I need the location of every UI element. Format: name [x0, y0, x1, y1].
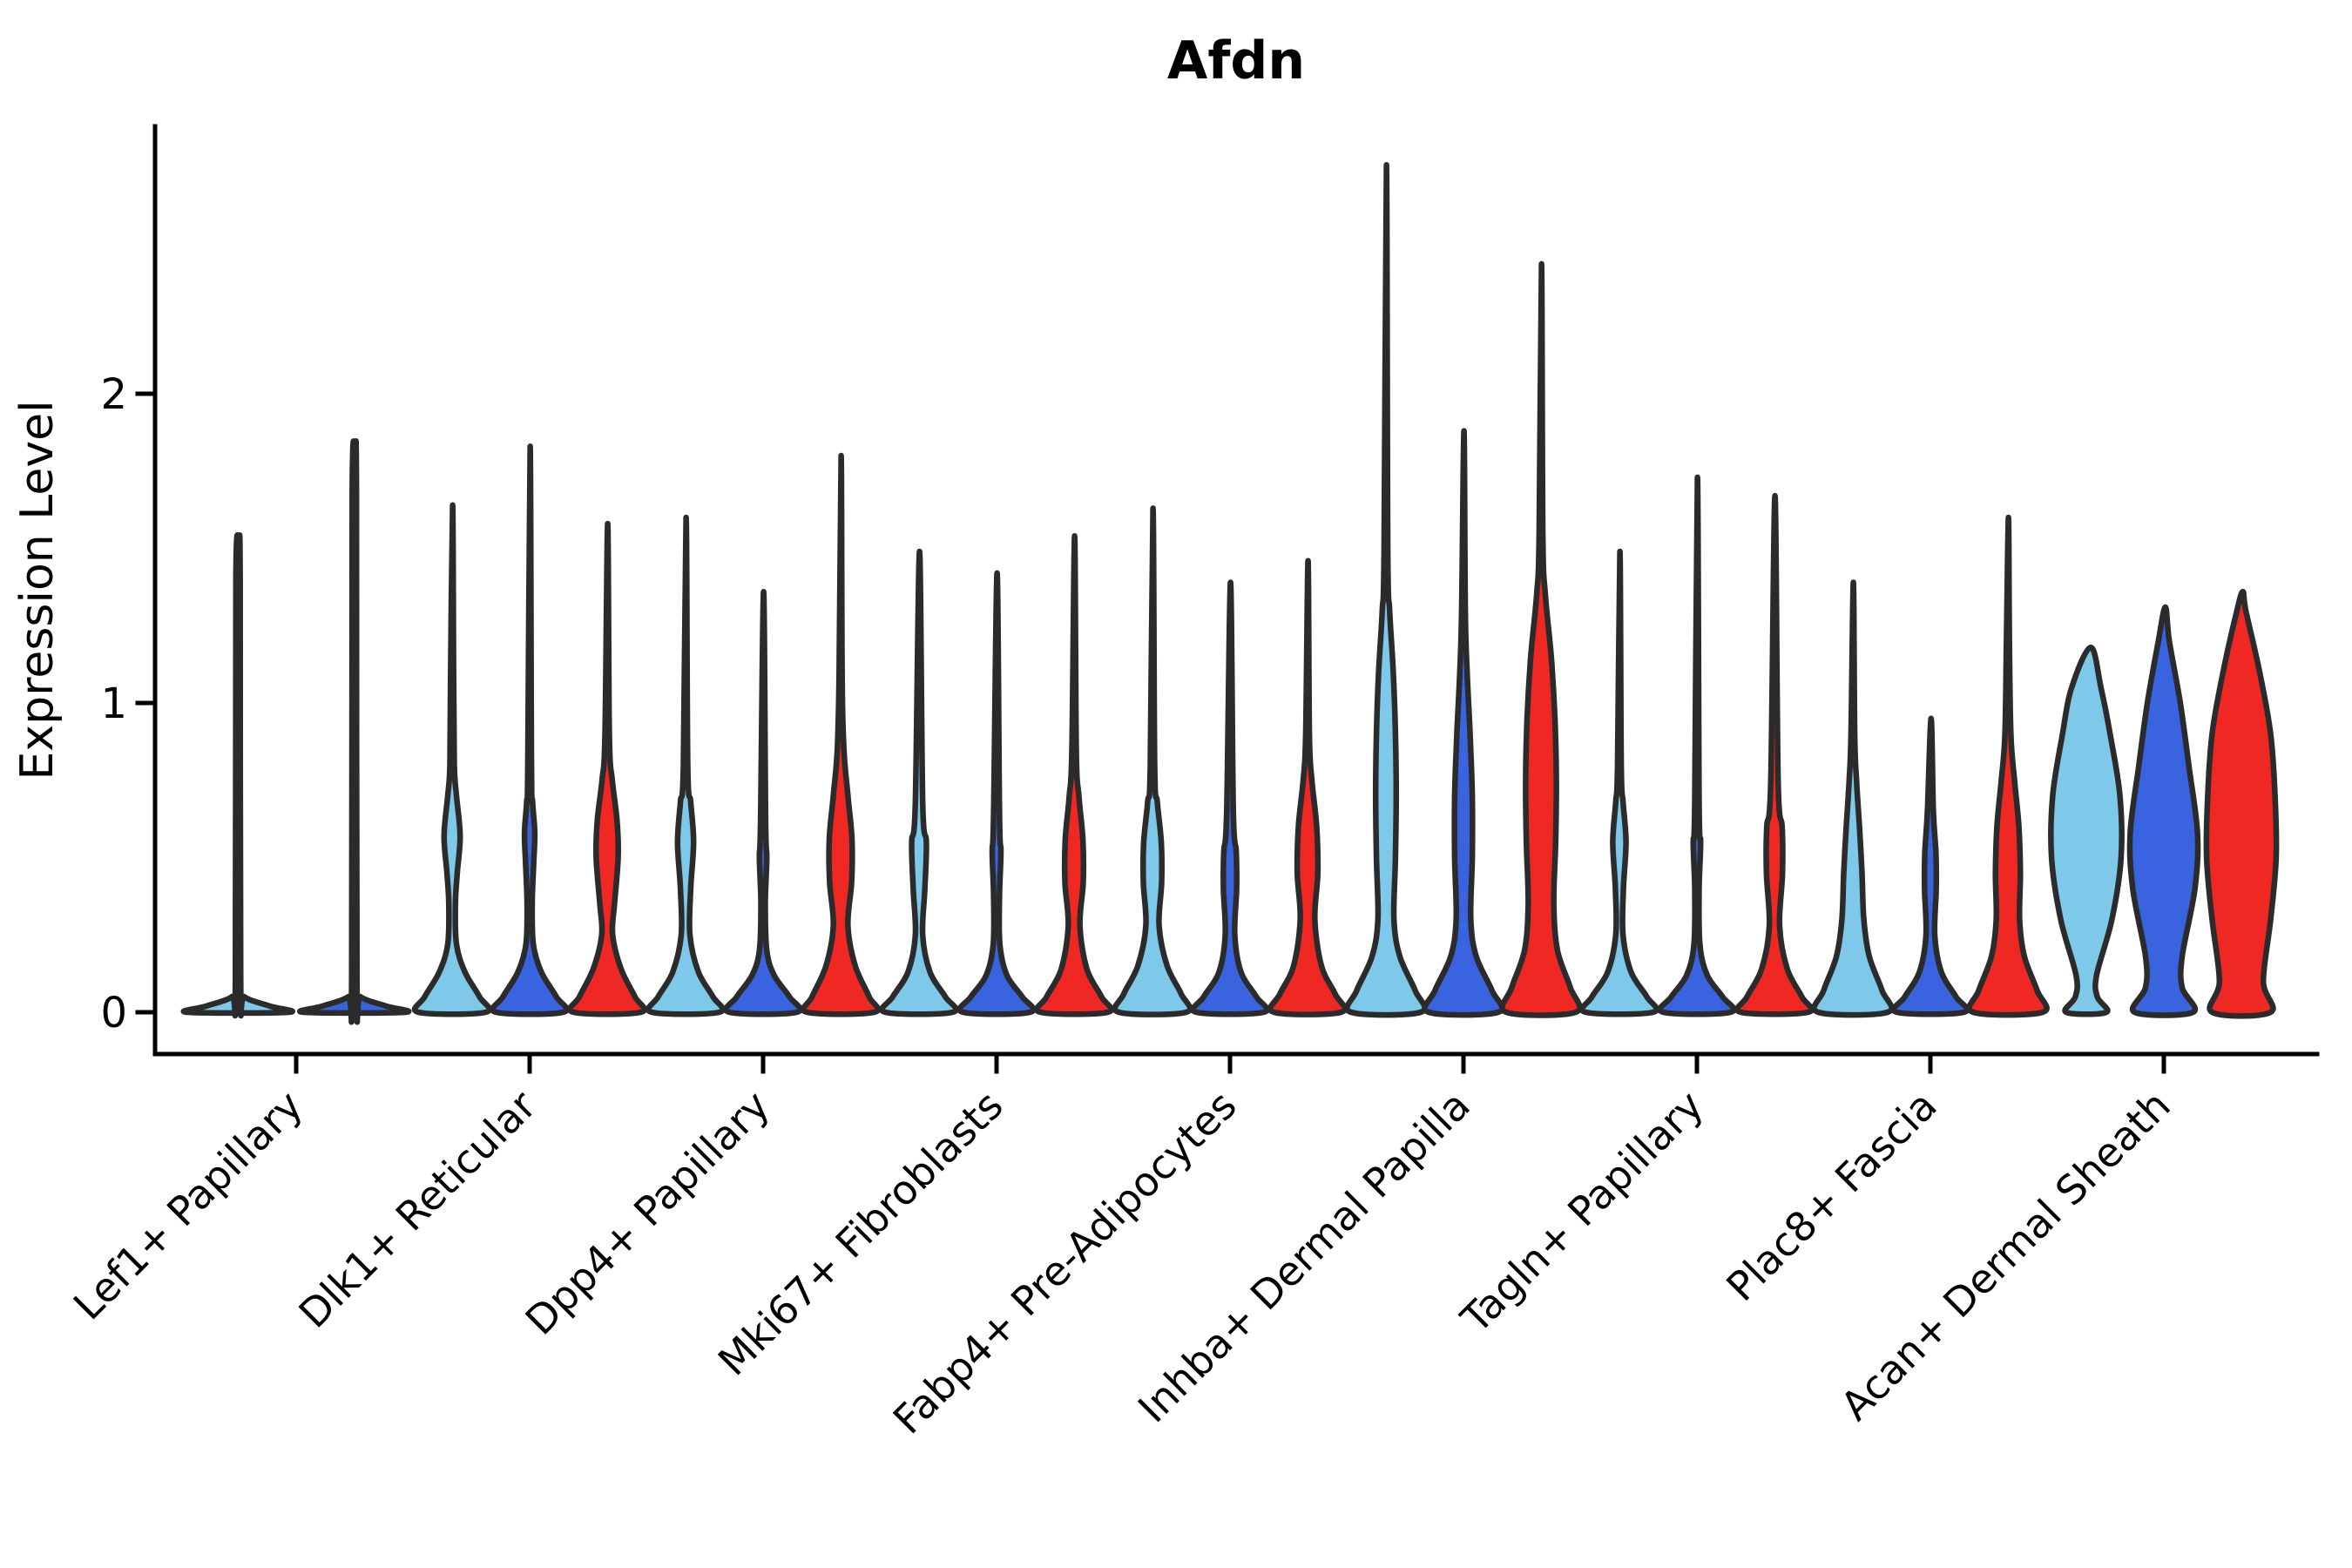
violin-inhba-light_blue [1344, 162, 1428, 1018]
violin-lef1-royal_blue [297, 438, 412, 1025]
violin-mki67-red [1033, 533, 1115, 1017]
violin-inhba-royal_blue [1422, 428, 1505, 1018]
violin-acan-royal_blue [2126, 604, 2201, 1018]
x-tick-label-lef1: Lef1+ Papillary [64, 1082, 312, 1329]
violin-dpp4-red [800, 452, 882, 1017]
violin-dpp4-royal_blue [722, 588, 804, 1017]
violin-dlk1-light_blue [411, 502, 493, 1017]
violin-mki67-royal_blue [956, 570, 1037, 1017]
y-axis-label: Expression Level [11, 400, 64, 780]
violin-lef1-light_blue [180, 531, 295, 1019]
violin-plac8-light_blue [1811, 579, 1895, 1018]
x-tick-label-dlk1: Dlk1+ Reticular [290, 1082, 545, 1337]
y-tick-label: 0 [100, 989, 127, 1037]
y-tick-label: 1 [100, 679, 127, 728]
violin-acan-red [2203, 588, 2280, 1019]
violin-acan-light_blue [2048, 644, 2125, 1017]
violin-tagln-royal_blue [1657, 474, 1737, 1017]
violin-inhba-red [1499, 260, 1583, 1018]
violins-layer [180, 162, 2280, 1025]
x-tick-label-plac8: Plac8+ Fascia [1717, 1082, 1945, 1310]
violin-plac8-red [1966, 514, 2050, 1018]
violin-fabp4-royal_blue [1189, 579, 1271, 1017]
plot-title: Afdn [1167, 30, 1305, 91]
violin-plac8-royal_blue [1890, 715, 1970, 1017]
violin-dpp4-light_blue [645, 514, 727, 1017]
x-tick-label-dpp4: Dpp4+ Papillary [517, 1082, 779, 1344]
violin-fabp4-light_blue [1112, 505, 1193, 1017]
violin-dlk1-red [566, 520, 648, 1017]
violin-fabp4-red [1267, 558, 1348, 1017]
y-tick-label: 2 [100, 370, 127, 419]
violin-dlk1-royal_blue [489, 443, 571, 1017]
violin-tagln-light_blue [1578, 548, 1660, 1017]
violin-tagln-red [1734, 492, 1815, 1017]
x-tick-label-tagln: Tagln+ Papillary [1451, 1082, 1713, 1343]
violin-mki67-light_blue [878, 548, 960, 1017]
